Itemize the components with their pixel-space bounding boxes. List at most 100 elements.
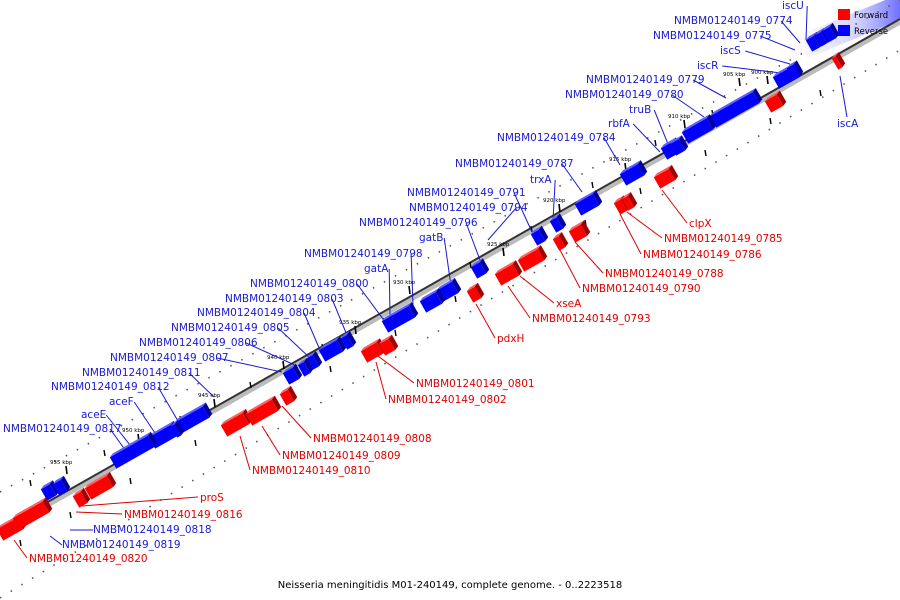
reverse-gene [282, 367, 300, 385]
reverse-gene [821, 26, 837, 43]
outer-track-lower [0, 49, 900, 599]
reverse-leader [356, 283, 387, 324]
reverse-leader [303, 312, 321, 351]
reverse-leader [410, 253, 414, 306]
reverse-gene-label: NMBM01240149_0804 [197, 307, 316, 319]
reverse-gene-top [40, 480, 53, 490]
forward-gene-label: NMBM01240149_0788 [605, 268, 724, 280]
reverse-gene [297, 361, 311, 377]
forward-gene-side [271, 395, 282, 411]
reverse-leader [839, 75, 848, 118]
tick-mark [282, 360, 285, 370]
reverse-gene [381, 317, 396, 333]
reverse-gene [786, 64, 801, 80]
reverse-gene-label: NMBM01240149_0811 [82, 367, 201, 379]
forward-leader [281, 405, 312, 439]
forward-gene [466, 286, 482, 303]
tick-mark [502, 247, 505, 257]
reverse-gene-side [435, 288, 446, 304]
reverse-gene-top [669, 135, 682, 145]
reverse-gene [814, 31, 828, 47]
reverse-gene-top [306, 350, 316, 359]
reverse-gene-top [660, 137, 676, 149]
forward-leader [239, 435, 251, 471]
minor-tick [591, 181, 594, 189]
reverse-gene-label: NMBM01240149_0800 [250, 278, 369, 290]
reverse-gene-top [282, 363, 296, 374]
reverse-gene-label: NMBM01240149_0780 [565, 89, 684, 101]
forward-gene-side [580, 220, 591, 236]
reverse-leader [133, 401, 158, 437]
tick-label: 910 kbp [668, 114, 691, 120]
reverse-gene [340, 334, 354, 350]
forward-gene-top [764, 90, 780, 102]
minor-tick [29, 479, 32, 487]
reverse-gene-label: trxA [530, 174, 552, 186]
reverse-gene-label: iscS [720, 45, 741, 57]
forward-gene-top [613, 195, 624, 204]
forward-gene [84, 475, 114, 500]
forward-gene [517, 249, 545, 272]
reverse-leader [671, 94, 705, 118]
reverse-gene-side [793, 60, 804, 76]
forward-gene-side [388, 334, 399, 350]
legend-reverse-swatch [838, 25, 850, 36]
reverse-gene [470, 262, 487, 279]
forward-gene-side [512, 260, 523, 276]
forward-gene-top [12, 497, 46, 519]
reverse-gene-side [174, 420, 185, 436]
reverse-leader [245, 342, 298, 367]
reverse-gene-label: NMBM01240149_0798 [304, 248, 423, 260]
forward-gene [245, 399, 279, 426]
tick-label: 915 kbp [609, 157, 632, 163]
forward-gene-top [466, 282, 478, 292]
reverse-gene-label: NMBM01240149_0796 [359, 217, 478, 229]
forward-gene-label: xseA [556, 298, 582, 310]
forward-gene-side [558, 231, 569, 248]
reverse-leader [805, 5, 808, 41]
reverse-gene-side [556, 213, 567, 229]
forward-gene-top [378, 334, 392, 345]
forward-gene-label: NMBM01240149_0801 [416, 378, 535, 390]
reverse-gene-top [619, 160, 641, 175]
forward-gene-label: NMBM01240149_0809 [282, 450, 401, 462]
forward-gene [613, 199, 628, 215]
reverse-gene-label: NMBM01240149_0817 [3, 423, 122, 435]
reverse-gene [619, 164, 645, 186]
reverse-gene-label: NMBM01240149_0794 [409, 202, 528, 214]
reverse-gene-top [174, 402, 206, 423]
forward-gene [831, 56, 843, 70]
forward-gene-label: pdxH [497, 333, 524, 345]
reverse-gene-side [60, 475, 71, 492]
reverse-leader [487, 207, 517, 241]
reverse-leader [632, 123, 661, 153]
forward-gene [72, 491, 88, 508]
reverse-leader [443, 237, 452, 287]
reverse-gene [681, 118, 714, 144]
reverse-gene-top [436, 277, 455, 291]
reverse-gene [805, 35, 821, 52]
reverse-gene-side [202, 402, 213, 418]
reverse-gene-side [336, 336, 347, 352]
reverse-gene [709, 91, 760, 128]
forward-gene [360, 342, 384, 363]
tick-label: 905 kbp [723, 72, 746, 78]
forward-gene-side [668, 164, 679, 181]
reverse-gene [109, 435, 155, 469]
reverse-gene-label: iscR [697, 60, 718, 72]
reverse-leader [513, 192, 533, 233]
minor-tick [69, 511, 72, 519]
minor-tick [19, 539, 22, 547]
reverse-gene-top [388, 302, 412, 318]
tick-label: 935 kbp [339, 320, 362, 326]
forward-gene-top [245, 395, 275, 415]
forward-gene-top [494, 260, 516, 275]
forward-gene-top [220, 408, 246, 426]
reverse-gene-top [170, 420, 178, 427]
tick-mark [683, 119, 686, 129]
reverse-gene-top [419, 288, 439, 302]
forward-gene [12, 501, 50, 530]
reverse-gene-label: rbfA [608, 118, 631, 130]
reverse-gene-side [752, 87, 763, 104]
